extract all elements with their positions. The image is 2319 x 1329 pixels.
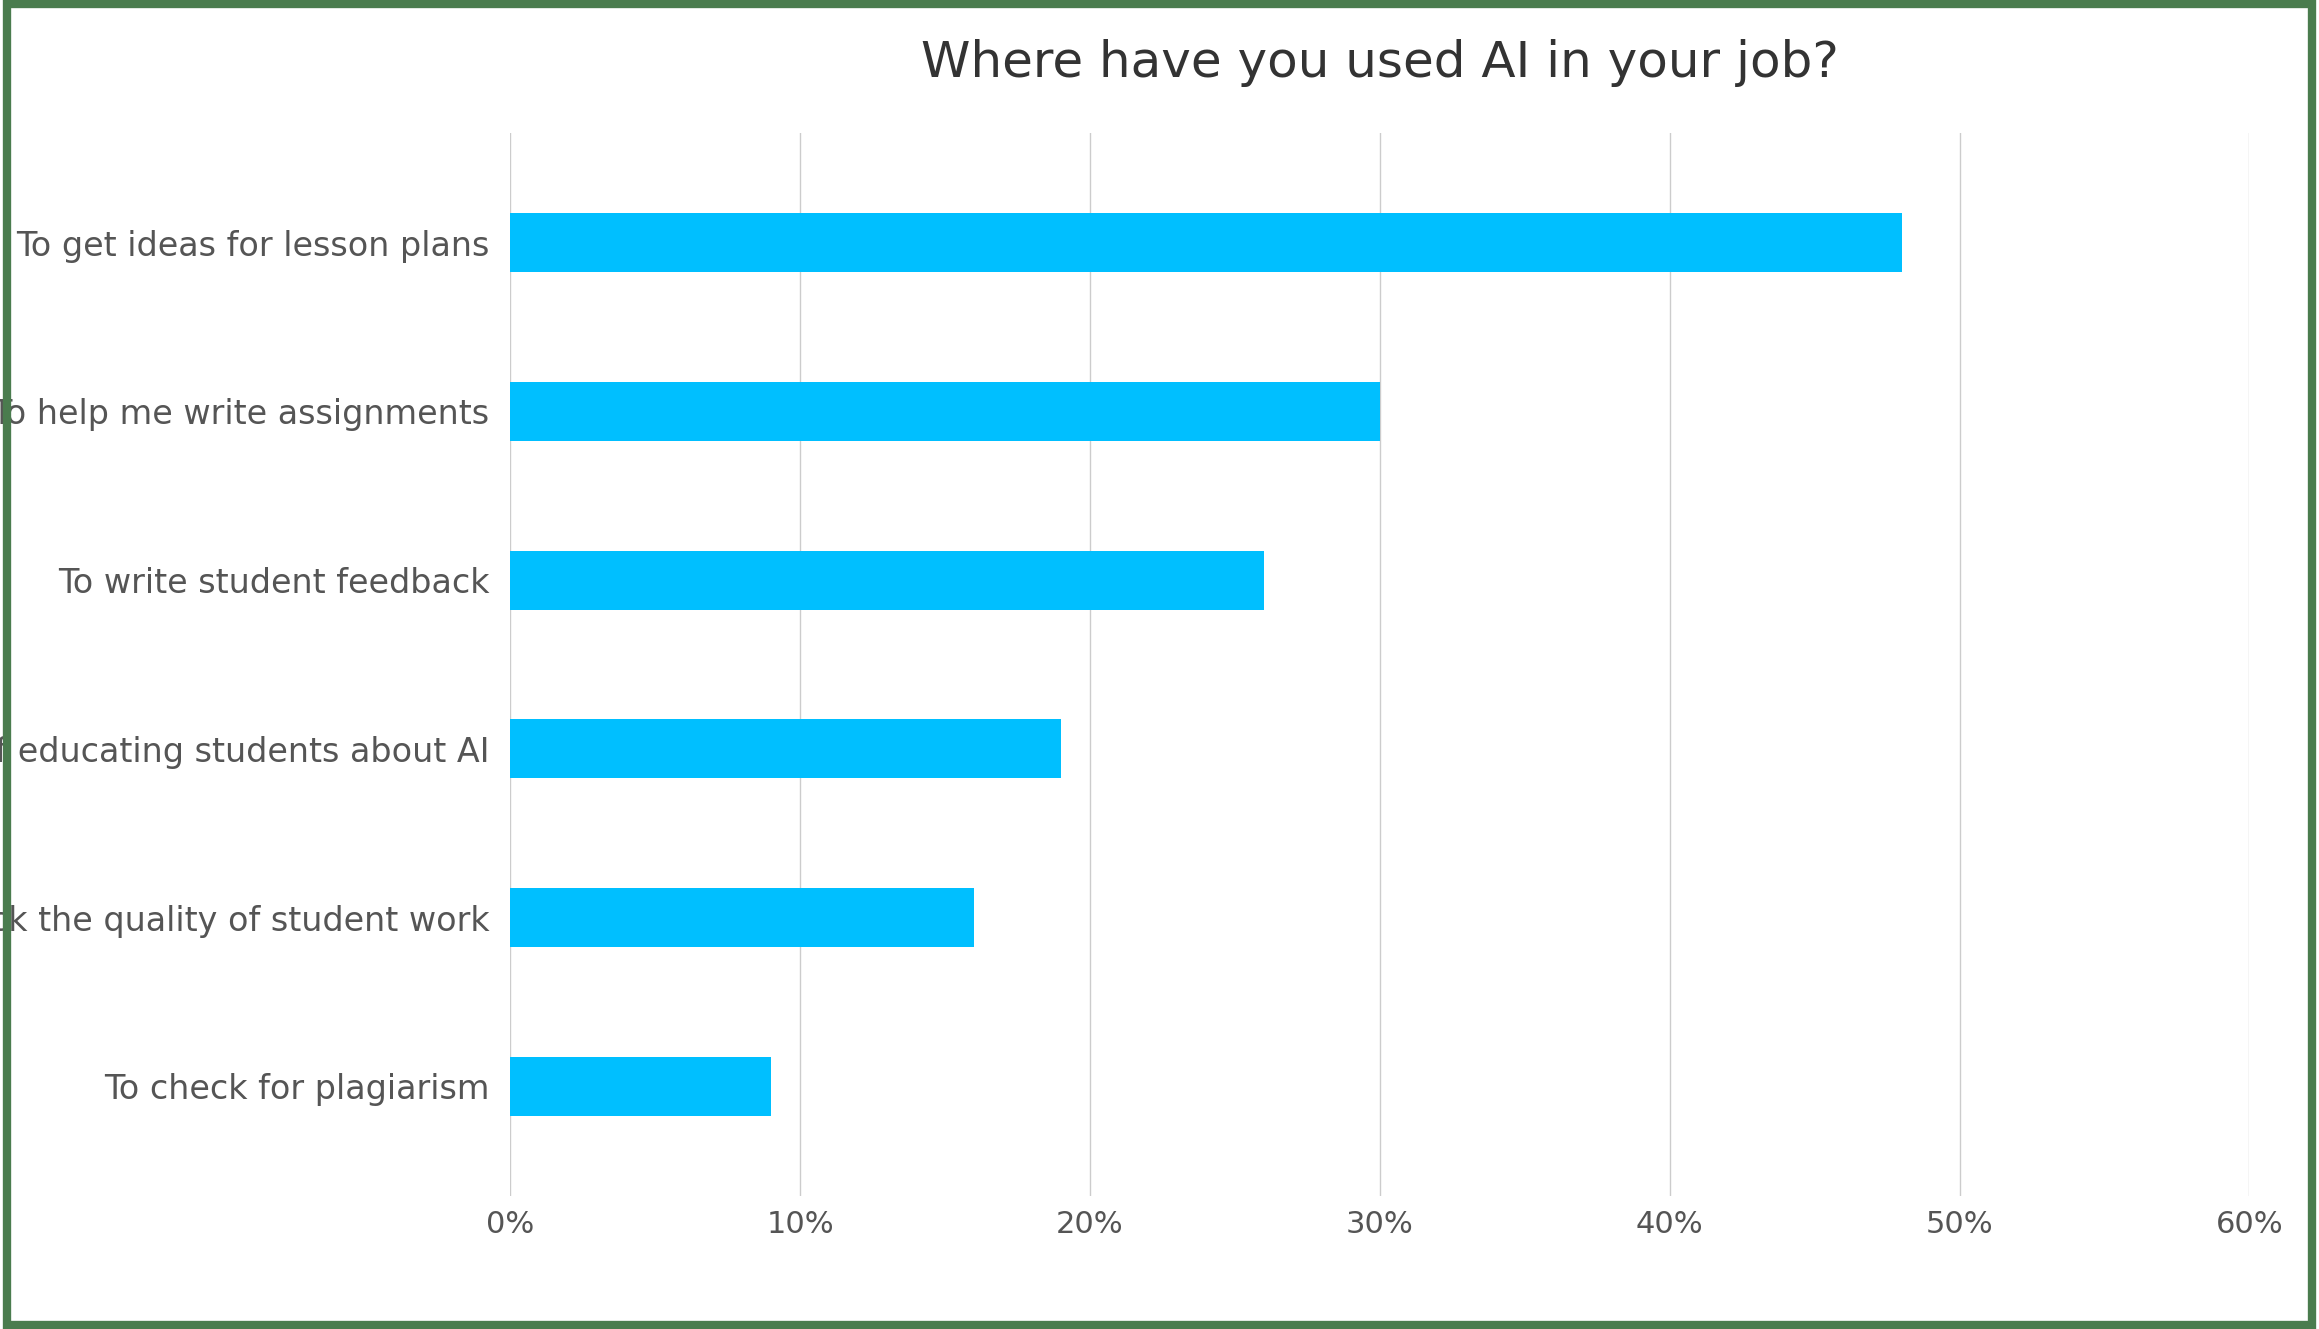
Bar (510, 719, 1060, 779)
Bar (510, 888, 974, 948)
Title: Where have you used AI in your job?: Where have you used AI in your job? (921, 40, 1839, 88)
Bar (510, 213, 1902, 272)
Bar (510, 550, 1264, 610)
Bar (510, 1057, 770, 1116)
Bar (510, 381, 1380, 441)
